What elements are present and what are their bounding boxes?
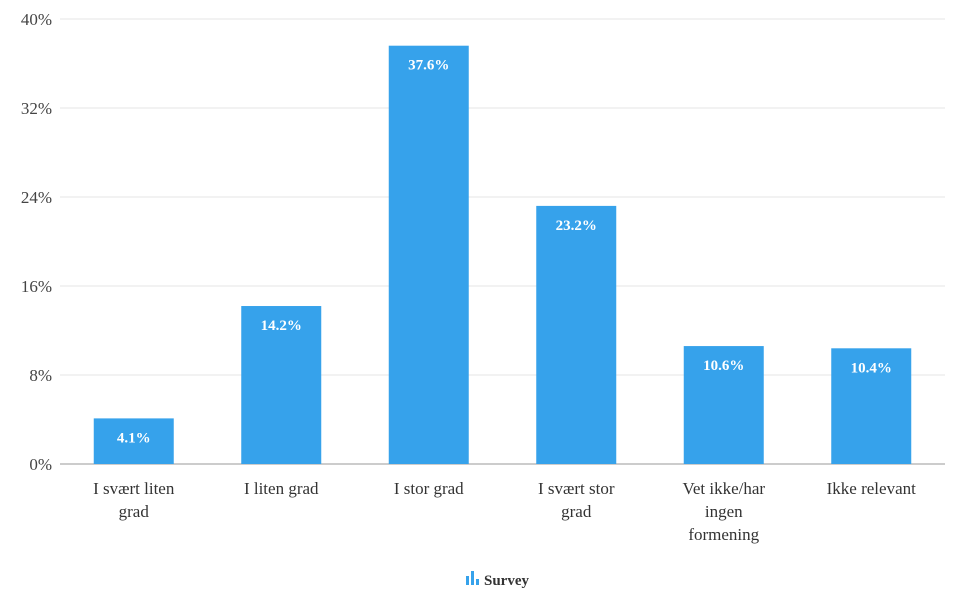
y-tick-label: 16%: [21, 277, 52, 296]
data-label: 37.6%: [408, 58, 449, 74]
x-tick-label-line: I svært liten: [93, 479, 175, 498]
x-tick-label-line: grad: [561, 502, 592, 521]
y-tick-label: 8%: [29, 366, 52, 385]
bars: 4.1% 14.2% 37.6% 23.2% 10.6% 10.4%: [93, 45, 912, 464]
y-tick-label: 0%: [29, 455, 52, 474]
data-label: 14.2%: [261, 318, 302, 334]
x-tick-label: I svært stor grad: [538, 479, 615, 521]
y-tick-label: 40%: [21, 10, 52, 29]
x-tick-label-line: grad: [119, 502, 150, 521]
data-label: 10.4%: [851, 360, 892, 376]
x-tick-label-line: I liten grad: [244, 479, 319, 498]
x-tick-label: I liten grad: [244, 479, 319, 498]
x-tick-label-line: ingen: [705, 502, 743, 521]
data-label: 23.2%: [556, 218, 597, 234]
y-axis: 0% 8% 16% 24% 32% 40%: [21, 10, 52, 474]
legend[interactable]: Survey: [466, 571, 530, 589]
y-tick-label: 24%: [21, 188, 52, 207]
legend-label: Survey: [484, 573, 530, 589]
x-tick-label-line: Ikke relevant: [827, 479, 916, 498]
x-axis: I svært liten grad I liten grad I stor grad…: [93, 479, 916, 544]
bar[interactable]: [831, 348, 912, 464]
y-tick-label: 32%: [21, 99, 52, 118]
grid-lines: [60, 18, 945, 465]
x-tick-label-line: I svært stor: [538, 479, 615, 498]
x-tick-label-line: I stor grad: [394, 479, 464, 498]
data-label: 10.6%: [703, 358, 744, 374]
bar[interactable]: [683, 346, 764, 464]
bar[interactable]: [93, 418, 174, 464]
x-tick-label: I svært liten grad: [93, 479, 175, 521]
bar[interactable]: [536, 205, 617, 464]
x-tick-label: I stor grad: [394, 479, 464, 498]
bar[interactable]: [241, 306, 322, 464]
data-label: 4.1%: [117, 430, 151, 446]
x-tick-label-line: formening: [688, 525, 759, 544]
x-tick-label: Vet ikke/har ingen formening: [682, 479, 765, 544]
x-tick-label: Ikke relevant: [827, 479, 916, 498]
bar-chart-icon: [466, 571, 479, 585]
bar[interactable]: [388, 45, 469, 464]
x-tick-label-line: Vet ikke/har: [682, 479, 765, 498]
